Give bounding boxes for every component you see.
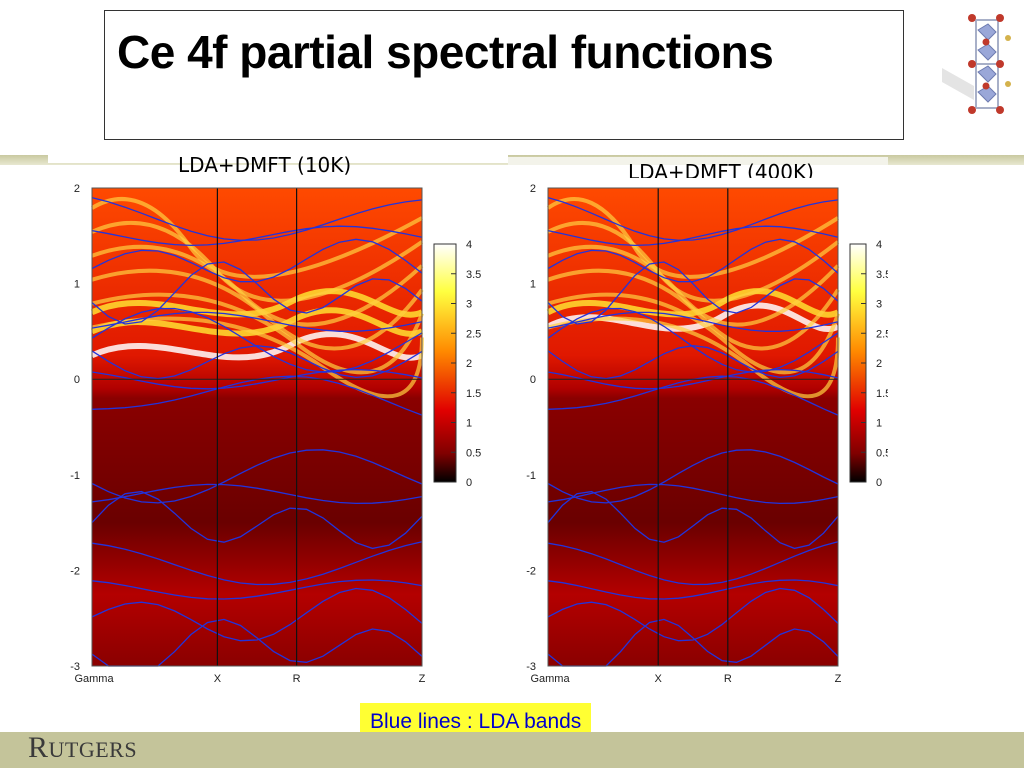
slide-title: Ce 4f partial spectral functions <box>117 26 774 78</box>
chart-panel-10k: 2 1 0 -1 -2 -3 Gamma X R Z 4 3.5 3 2.5 2 1.5 1 0.5 0 <box>48 178 504 698</box>
spectral-band <box>91 244 424 327</box>
y-tick-label: -2 <box>526 565 536 577</box>
colorbar-tick-label: 1 <box>466 418 472 430</box>
lda-band-line <box>547 541 839 586</box>
divider-gap <box>508 157 888 165</box>
colorbar-tick-label: 2.5 <box>876 328 888 340</box>
x-tick-label: Z <box>835 673 842 685</box>
spectral-band <box>90 197 423 279</box>
title-box: Ce 4f partial spectral functions <box>104 10 904 140</box>
y-tick-label: 2 <box>74 183 80 195</box>
x-tick-label: Gamma <box>530 673 570 685</box>
lda-band-line <box>547 368 839 390</box>
plot-frame <box>547 187 839 667</box>
spectral-band <box>547 268 840 351</box>
colorbar-tick-label: 1 <box>876 418 882 430</box>
heatmap-background <box>92 188 422 666</box>
crystal-structure-icon <box>942 14 1011 114</box>
colorbar-tick-label: 1.5 <box>876 388 888 400</box>
lda-band-line <box>547 307 839 373</box>
y-tick-label: -1 <box>70 470 80 482</box>
lda-band-line <box>547 311 839 332</box>
divider-gap <box>48 155 508 163</box>
lda-band-line <box>91 311 423 332</box>
spectral-band <box>547 316 840 399</box>
rutgers-logo: RUTGERS <box>28 731 138 764</box>
y-tick-label: 0 <box>74 374 80 386</box>
y-tick-label: -3 <box>526 661 536 673</box>
x-tick-label: X <box>214 673 222 685</box>
heatmap-background <box>548 188 838 666</box>
lda-band-line <box>91 579 423 600</box>
lda-band-line <box>547 196 839 241</box>
y-tick-label: 0 <box>530 374 536 386</box>
lda-band-line <box>91 541 423 586</box>
lda-band-line <box>547 238 839 283</box>
lda-band-line <box>91 307 423 373</box>
lda-band-line <box>91 449 423 504</box>
lda-band-line <box>547 483 839 505</box>
y-tick-label: 1 <box>530 279 536 291</box>
chart-title-10k: LDA+DMFT (10K) <box>178 153 352 177</box>
lda-band-line <box>547 579 839 600</box>
lda-band-line <box>91 196 423 241</box>
lda-band-line <box>547 345 839 380</box>
spectral-band <box>546 197 840 279</box>
colorbar-tick-label: 2 <box>876 358 882 370</box>
y-tick-label: 1 <box>74 279 80 291</box>
plot-frame <box>91 187 423 667</box>
colorbar-tick-label: 0.5 <box>466 447 481 459</box>
lda-band-line <box>91 368 423 390</box>
y-tick-label: -2 <box>70 565 80 577</box>
spectral-band <box>546 288 840 318</box>
colorbar-tick-label: 0.5 <box>876 447 888 459</box>
lda-band-line <box>547 490 839 550</box>
y-tick-label: -1 <box>526 470 536 482</box>
colorbar-tick-label: 1.5 <box>466 388 481 400</box>
y-tick-label: -3 <box>70 661 80 673</box>
x-tick-label: X <box>655 673 663 685</box>
lda-band-line <box>547 587 839 642</box>
lda-band-line <box>91 238 423 283</box>
y-tick-label: 2 <box>530 183 536 195</box>
x-tick-label: Z <box>419 673 426 685</box>
lda-band-line <box>91 483 423 505</box>
colorbar-tick-label: 3.5 <box>466 269 481 281</box>
lda-band-line <box>547 225 839 247</box>
spectral-band <box>91 268 424 351</box>
x-tick-label: R <box>293 673 301 685</box>
x-tick-label: Gamma <box>74 673 114 685</box>
colorbar-tick-label: 0 <box>466 477 472 489</box>
lda-band-line <box>547 449 839 504</box>
colorbar-tick-label: 3 <box>876 299 882 311</box>
spectral-band <box>547 244 840 327</box>
spectral-band <box>91 316 424 399</box>
colorbar-tick-label: 3 <box>466 299 472 311</box>
lda-band-line <box>91 345 423 380</box>
colorbar-tick-label: 0 <box>876 477 882 489</box>
x-tick-label: R <box>724 673 732 685</box>
lda-band-line <box>91 225 423 247</box>
colorbar-tick-label: 2 <box>466 358 472 370</box>
lda-band-line <box>91 587 423 642</box>
footer-bar <box>0 732 1024 768</box>
colorbar-tick-label: 4 <box>876 239 882 251</box>
colorbar-tick-label: 3.5 <box>876 269 888 281</box>
colorbar-tick-label: 4 <box>466 239 472 251</box>
colorbar-tick-label: 2.5 <box>466 328 481 340</box>
lda-band-line <box>91 490 423 550</box>
spectral-band <box>90 288 424 318</box>
